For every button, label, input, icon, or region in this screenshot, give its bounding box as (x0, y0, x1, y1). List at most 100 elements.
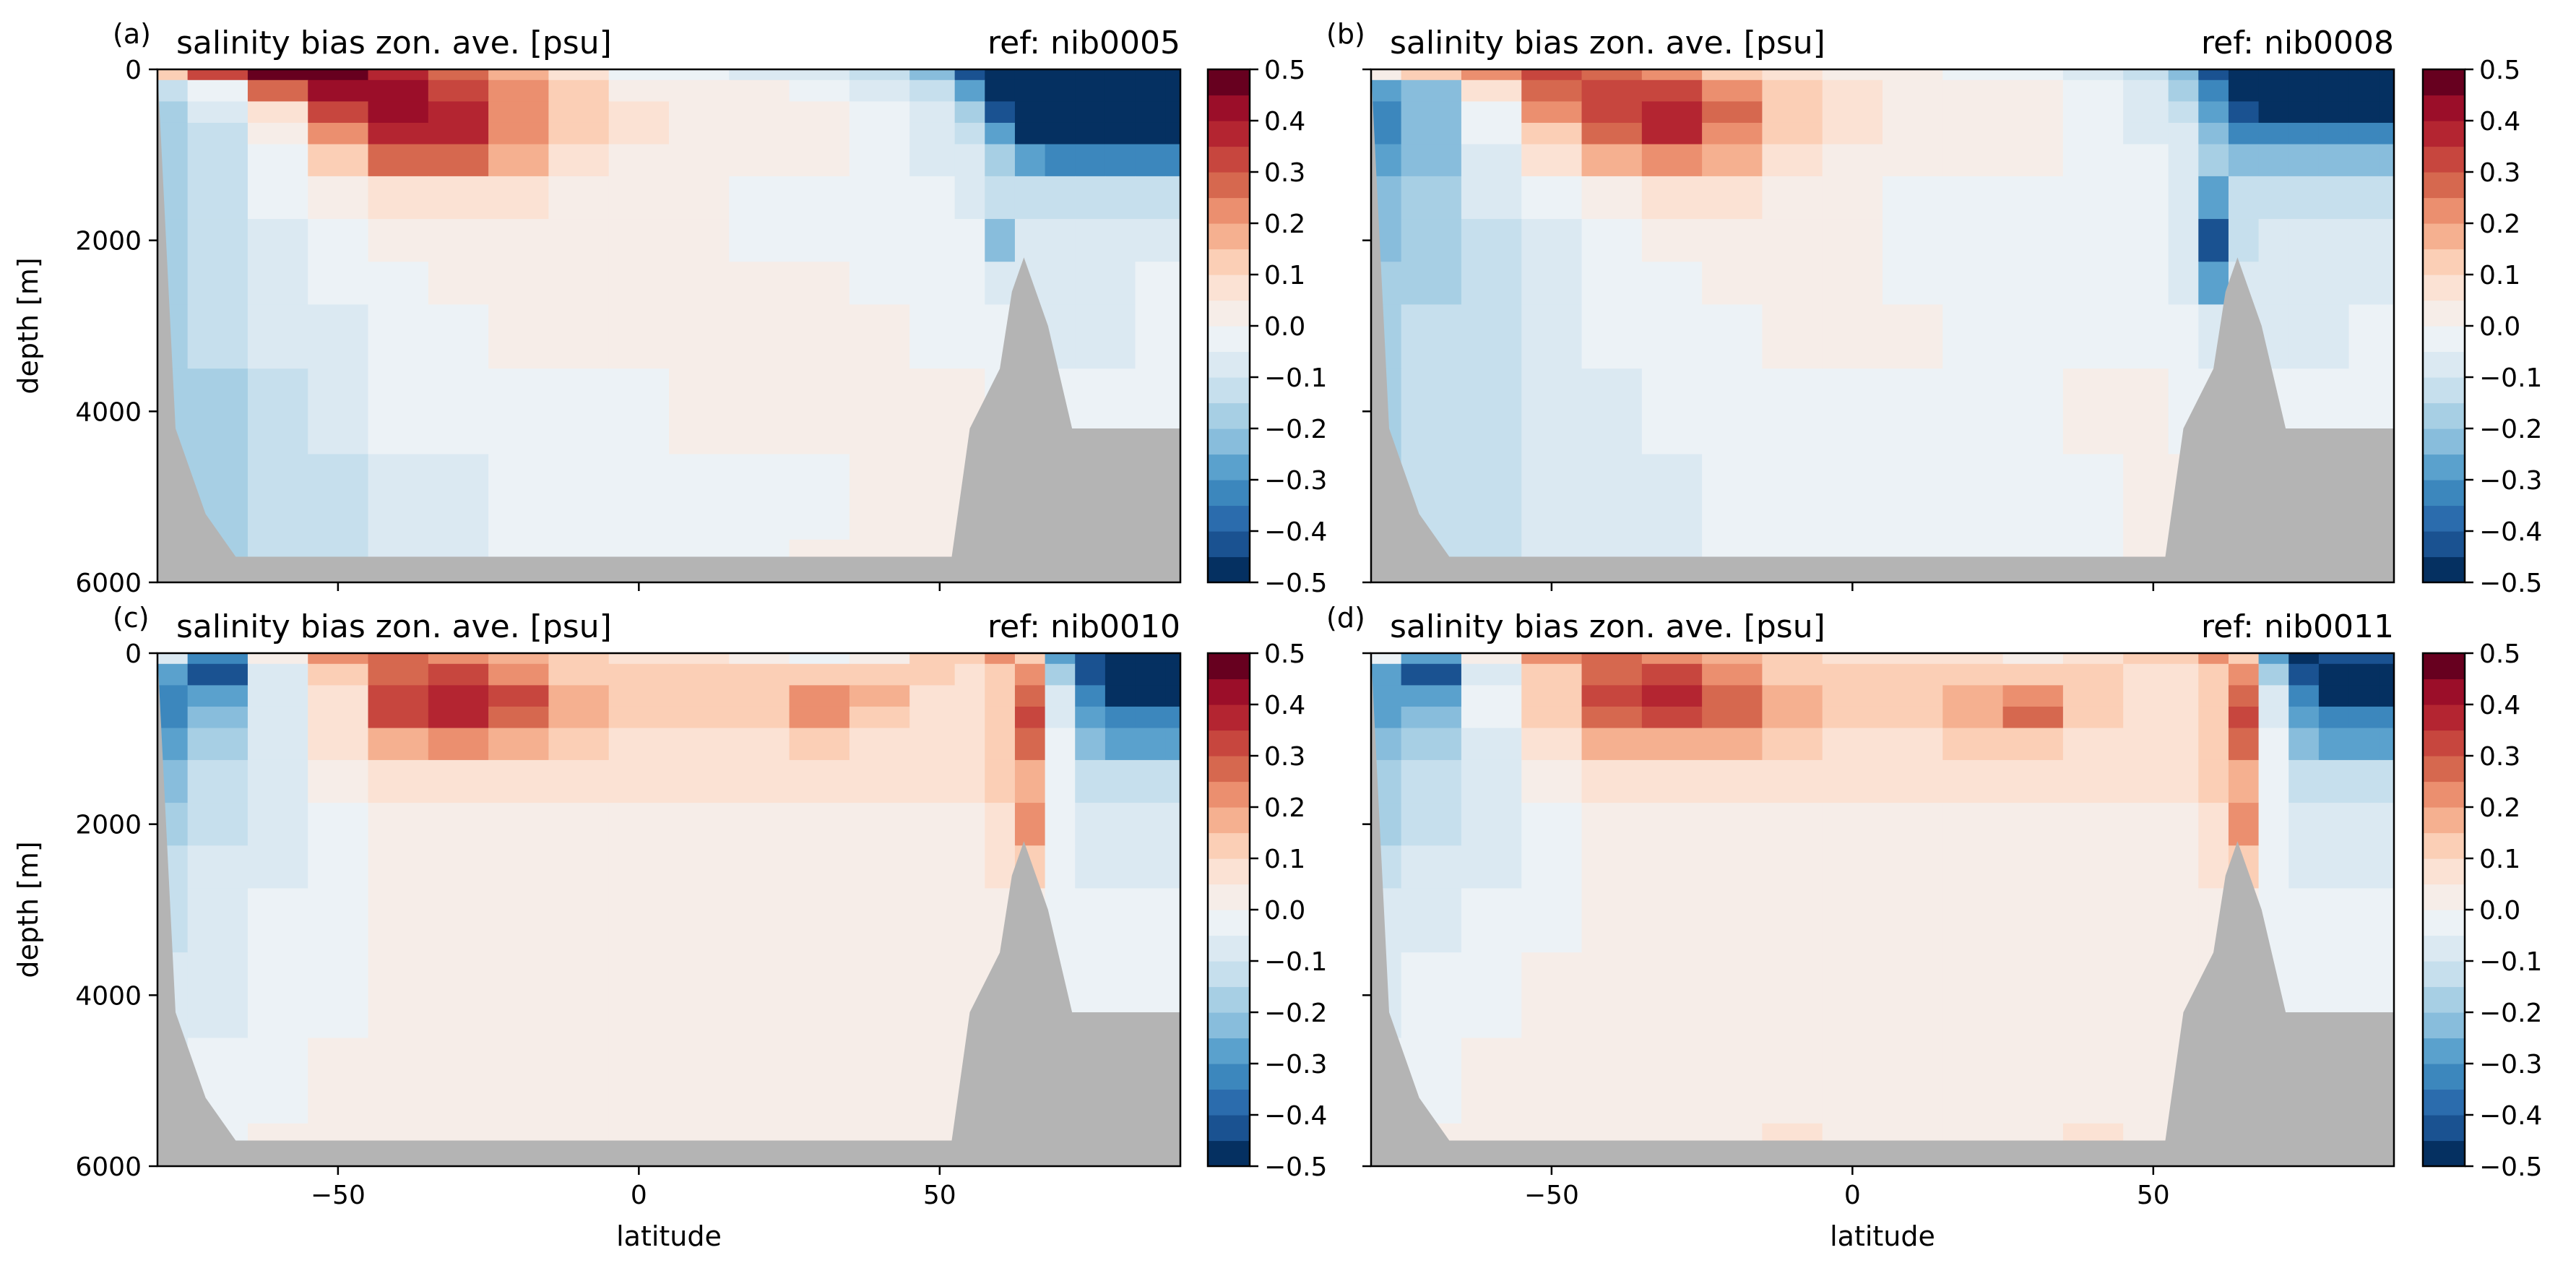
colorbar-segment (1208, 428, 1250, 455)
panel-a: 0 2000 4000 6000 depth [m] (a) salinity bias z… (12, 18, 1327, 598)
heatmap-cell (954, 101, 985, 124)
heatmap-cell (954, 706, 985, 729)
heatmap-cell (669, 759, 730, 803)
heatmap-cell (1702, 219, 1763, 262)
heatmap-cell (789, 69, 850, 81)
heatmap-cell (548, 144, 610, 177)
heatmap-cell (2288, 845, 2320, 889)
heatmap-cell (608, 176, 670, 220)
heatmap-cell (1702, 304, 1763, 369)
heatmap-cell (187, 653, 248, 665)
heatmap-cell (1521, 144, 1583, 177)
heatmap-cell (1762, 952, 1823, 1039)
heatmap-cell (669, 454, 730, 540)
heatmap-cell (308, 69, 369, 81)
heatmap-cell (608, 653, 670, 665)
heatmap-cell (2379, 69, 2395, 81)
heatmap-cell (2288, 663, 2320, 686)
heatmap-cell (669, 803, 730, 846)
heatmap-cell (187, 845, 248, 889)
heatmap-cell (1045, 845, 1076, 889)
heatmap-cell (1045, 803, 1076, 846)
heatmap-cell (2228, 219, 2260, 262)
heatmap-cell (1521, 759, 1583, 803)
heatmap-cell (2002, 304, 2064, 369)
heatmap-cell (2123, 176, 2169, 220)
heatmap-cell (789, 1038, 850, 1124)
heatmap-cell (2379, 663, 2395, 686)
heatmap-cell (308, 728, 369, 761)
heatmap-cell (985, 176, 1016, 220)
colorbar-tick-label: −0.5 (1264, 569, 1327, 598)
heatmap-cell (729, 304, 790, 369)
heatmap-cell (548, 952, 610, 1039)
heatmap-cell (1762, 176, 1823, 220)
heatmap-cell (1702, 69, 1763, 81)
heatmap-cell (909, 144, 956, 177)
heatmap-cell (187, 144, 248, 177)
heatmap-cell (909, 685, 956, 707)
heatmap-cell (247, 304, 308, 369)
heatmap-cell (1045, 101, 1076, 124)
heatmap-cell (1581, 219, 1643, 262)
heatmap-cell (187, 728, 248, 761)
colorbar-segment (1208, 531, 1250, 558)
heatmap-cell (1883, 803, 1943, 846)
heatmap-cell (2002, 952, 2064, 1039)
heatmap-cell (1581, 1038, 1643, 1124)
heatmap-cell (1942, 454, 2004, 540)
heatmap-cell (1014, 79, 1046, 102)
heatmap-cell (608, 1038, 670, 1124)
heatmap-cell (1135, 176, 1166, 220)
heatmap-cell (2062, 101, 2124, 124)
heatmap-cell (368, 663, 429, 686)
heatmap-cell (368, 122, 429, 145)
heatmap-cell (488, 803, 550, 846)
heatmap-cell (368, 685, 429, 707)
colorbar-segment (2423, 807, 2465, 834)
colorbar-tick-label: −0.3 (2479, 466, 2542, 496)
colorbar-segment (1208, 402, 1250, 429)
heatmap-cell (187, 304, 248, 369)
heatmap-cell (2348, 845, 2380, 889)
heatmap-cell (1762, 759, 1823, 803)
heatmap-cell (187, 219, 248, 262)
heatmap-cell (1371, 122, 1402, 145)
heatmap-cell (2198, 69, 2229, 81)
heatmap-cell (1135, 845, 1166, 889)
heatmap-cell (2379, 304, 2395, 369)
heatmap-cell (2062, 144, 2124, 177)
heatmap-cell (985, 728, 1016, 761)
heatmap-cell (548, 706, 610, 729)
heatmap-cell (985, 663, 1016, 686)
heatmap-cell (428, 728, 489, 761)
heatmap-cell (789, 759, 850, 803)
heatmap-cell (909, 176, 956, 220)
colorbar-segment (2423, 832, 2465, 859)
heatmap-cell (488, 262, 550, 306)
heatmap-cell (849, 728, 910, 761)
heatmap-cell (2348, 176, 2380, 220)
heatmap-cell (2123, 79, 2169, 102)
heatmap-cell (2002, 653, 2064, 665)
heatmap-cell (488, 79, 550, 102)
heatmap-cell (308, 663, 369, 686)
heatmap-cell (2288, 79, 2320, 102)
heatmap-cell (1942, 176, 2004, 220)
heatmap-cell (247, 69, 308, 81)
heatmap-cell (308, 706, 369, 729)
heatmap-cell (1135, 653, 1166, 665)
colorbar-tick-label: −0.2 (1264, 415, 1327, 444)
heatmap-cell (488, 304, 550, 369)
heatmap-cell (1883, 101, 1943, 124)
heatmap-cell (2318, 653, 2350, 665)
heatmap-cell (954, 69, 985, 81)
heatmap-cell (2198, 262, 2229, 306)
heatmap-cell (2348, 69, 2380, 81)
heatmap-cell (2062, 1038, 2124, 1124)
colorbar-tick-label: 0.4 (2479, 107, 2520, 137)
heatmap-cell (308, 759, 369, 803)
heatmap-cell (1165, 663, 1181, 686)
heatmap-cell (2168, 803, 2199, 846)
heatmap-cell (1942, 1038, 2004, 1124)
